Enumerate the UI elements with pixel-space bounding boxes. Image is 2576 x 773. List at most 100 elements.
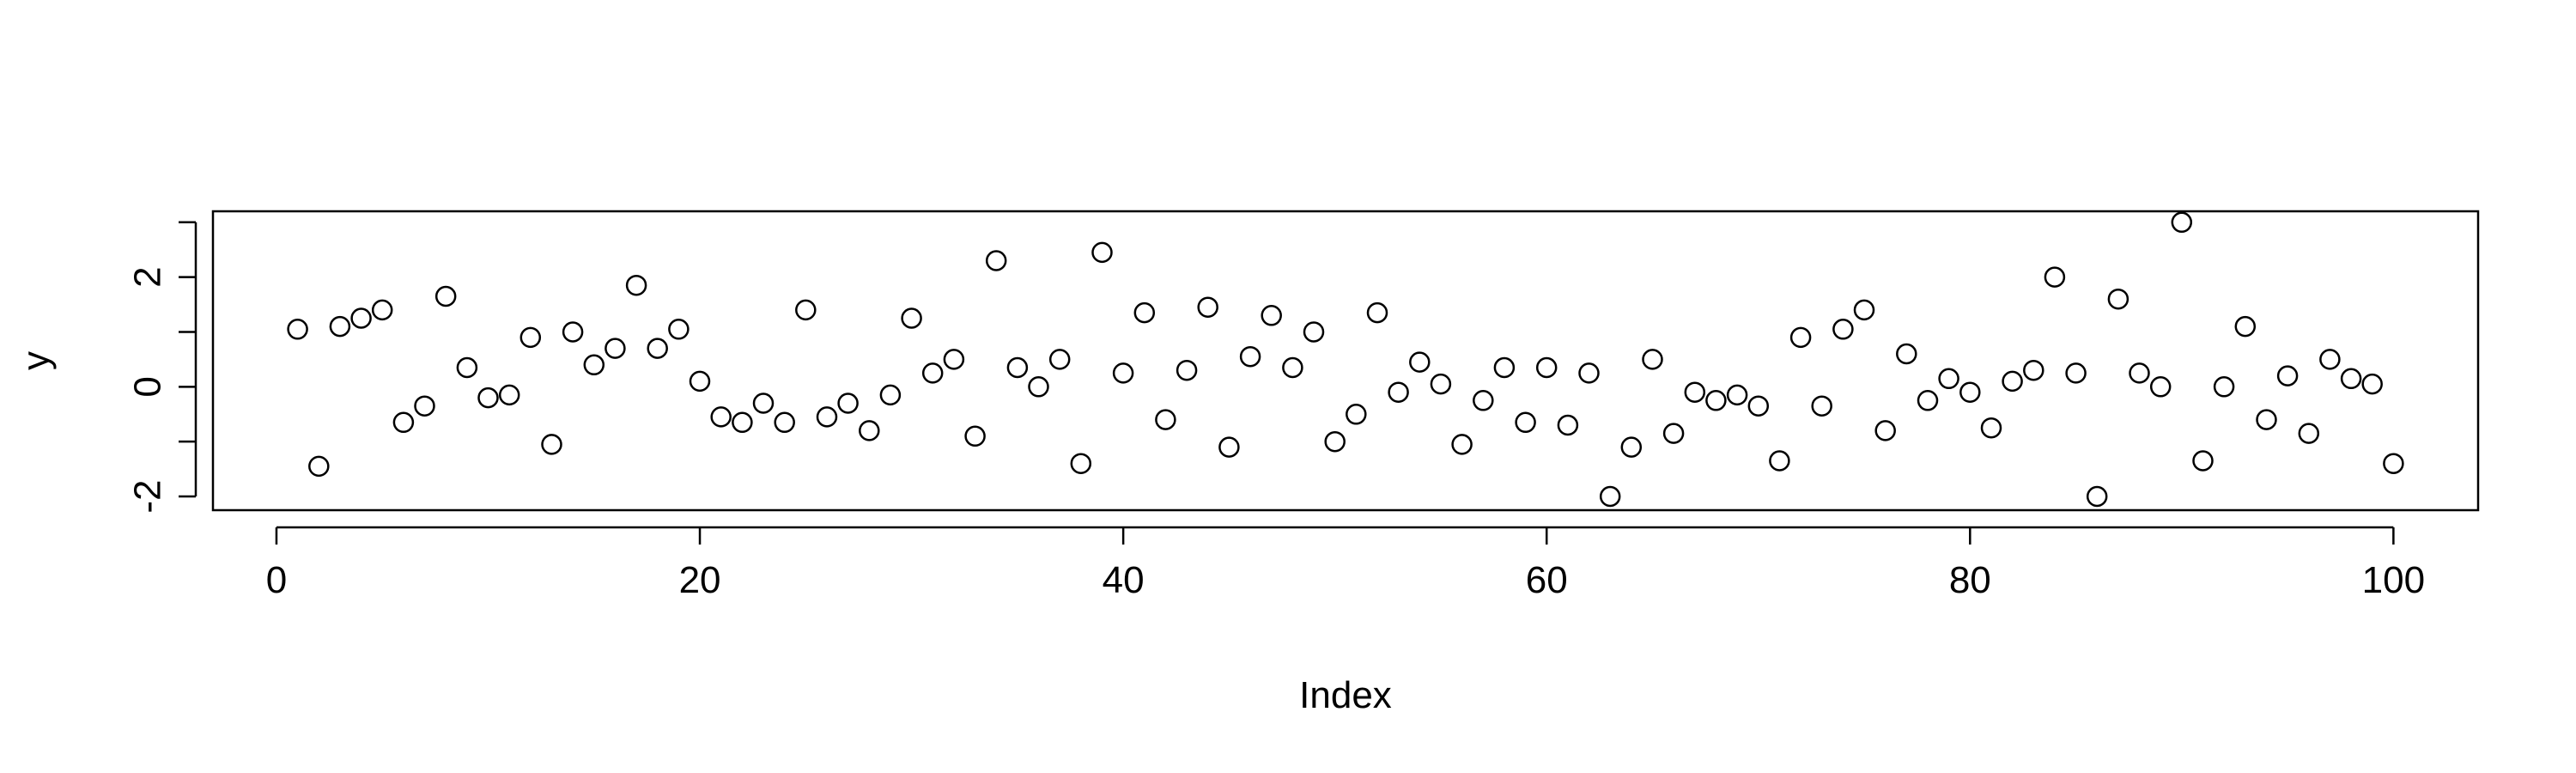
data-point xyxy=(477,386,499,409)
data-point xyxy=(1366,301,1388,324)
data-point xyxy=(732,411,753,434)
data-point xyxy=(2213,376,2235,398)
data-point xyxy=(2276,365,2299,386)
data-point xyxy=(434,285,457,307)
data-point xyxy=(392,411,415,434)
data-point xyxy=(2171,211,2193,234)
data-point xyxy=(1451,434,1473,455)
data-point xyxy=(1938,368,1959,390)
y-axis: -2 0 2 xyxy=(127,221,197,514)
data-point xyxy=(2383,453,2404,474)
data-point xyxy=(2149,376,2172,398)
data-point xyxy=(1261,305,1282,326)
data-point xyxy=(1197,296,1218,318)
data-point xyxy=(1705,390,1727,411)
data-point xyxy=(879,384,902,406)
data-point xyxy=(1028,376,1049,398)
data-point xyxy=(456,356,478,379)
data-point xyxy=(1980,417,2002,439)
data-point xyxy=(1578,362,1600,384)
data-point xyxy=(1324,430,1346,453)
data-point xyxy=(1473,390,1494,411)
data-point xyxy=(1133,301,1156,324)
data-point xyxy=(1048,349,1071,370)
x-tick-label: 0 xyxy=(266,559,287,601)
data-point xyxy=(1303,321,1325,343)
data-point xyxy=(1959,381,1981,403)
data-point xyxy=(308,455,330,478)
data-points xyxy=(287,211,2404,508)
data-point xyxy=(1155,409,1176,430)
data-point xyxy=(1811,395,1832,417)
data-point xyxy=(2361,373,2383,395)
y-axis-title: y xyxy=(15,351,58,370)
data-point xyxy=(2234,315,2257,338)
data-point xyxy=(1599,485,1621,508)
data-point xyxy=(414,395,435,417)
data-point xyxy=(1557,414,1579,436)
data-point xyxy=(1282,356,1303,379)
data-point xyxy=(985,250,1007,271)
data-point xyxy=(1747,395,1770,417)
data-point xyxy=(329,315,351,338)
data-point xyxy=(1662,423,1685,444)
plot-frame xyxy=(211,210,2480,512)
data-point xyxy=(1239,345,1261,368)
data-point xyxy=(371,299,393,321)
data-point xyxy=(1388,381,1409,403)
data-point xyxy=(1726,384,1748,406)
data-point xyxy=(647,338,668,359)
data-point xyxy=(2044,266,2066,288)
data-point xyxy=(350,307,372,329)
data-point xyxy=(1769,450,1790,472)
x-tick-label: 20 xyxy=(679,559,721,601)
data-point xyxy=(1853,299,1875,321)
x-axis-title: Index xyxy=(1299,674,1392,716)
data-point xyxy=(921,362,944,384)
data-point xyxy=(1112,362,1134,384)
data-point xyxy=(2086,485,2108,508)
data-point xyxy=(2129,362,2150,384)
data-point xyxy=(1430,373,1452,395)
data-point xyxy=(1535,356,1558,379)
x-axis: 0 20 40 60 80 100 xyxy=(266,526,2425,601)
data-point xyxy=(562,321,584,343)
x-tick-label: 60 xyxy=(1526,559,1568,601)
data-point xyxy=(1832,319,1854,340)
data-point xyxy=(498,384,520,406)
data-point xyxy=(668,319,690,340)
data-point xyxy=(1789,326,1812,349)
y-tick-label: 2 xyxy=(127,266,169,287)
data-point xyxy=(901,307,922,329)
data-point xyxy=(964,425,986,447)
data-point xyxy=(689,370,711,393)
data-point xyxy=(2023,359,2044,381)
data-point xyxy=(2256,409,2277,430)
data-point xyxy=(1409,351,1431,373)
x-tick-label: 100 xyxy=(2362,559,2425,601)
data-point xyxy=(1176,359,1198,381)
data-point xyxy=(605,338,626,359)
data-point xyxy=(943,349,965,370)
data-point xyxy=(1896,343,1917,365)
data-point xyxy=(541,434,562,455)
data-point xyxy=(1070,453,1092,474)
y-tick-label: -2 xyxy=(127,479,169,513)
data-point xyxy=(583,354,605,376)
data-point xyxy=(2002,370,2023,393)
data-point xyxy=(1091,241,1113,264)
data-point xyxy=(1218,436,1240,458)
data-point xyxy=(625,274,647,296)
data-point xyxy=(1642,349,1663,370)
data-point xyxy=(2192,450,2214,472)
data-point xyxy=(1515,411,1536,434)
data-point xyxy=(752,393,775,414)
data-point xyxy=(1684,381,1706,403)
data-point xyxy=(2298,423,2320,444)
data-point xyxy=(2107,288,2129,310)
data-point xyxy=(774,411,795,434)
data-point xyxy=(1346,404,1367,425)
data-point xyxy=(859,420,880,441)
data-point xyxy=(795,299,817,321)
